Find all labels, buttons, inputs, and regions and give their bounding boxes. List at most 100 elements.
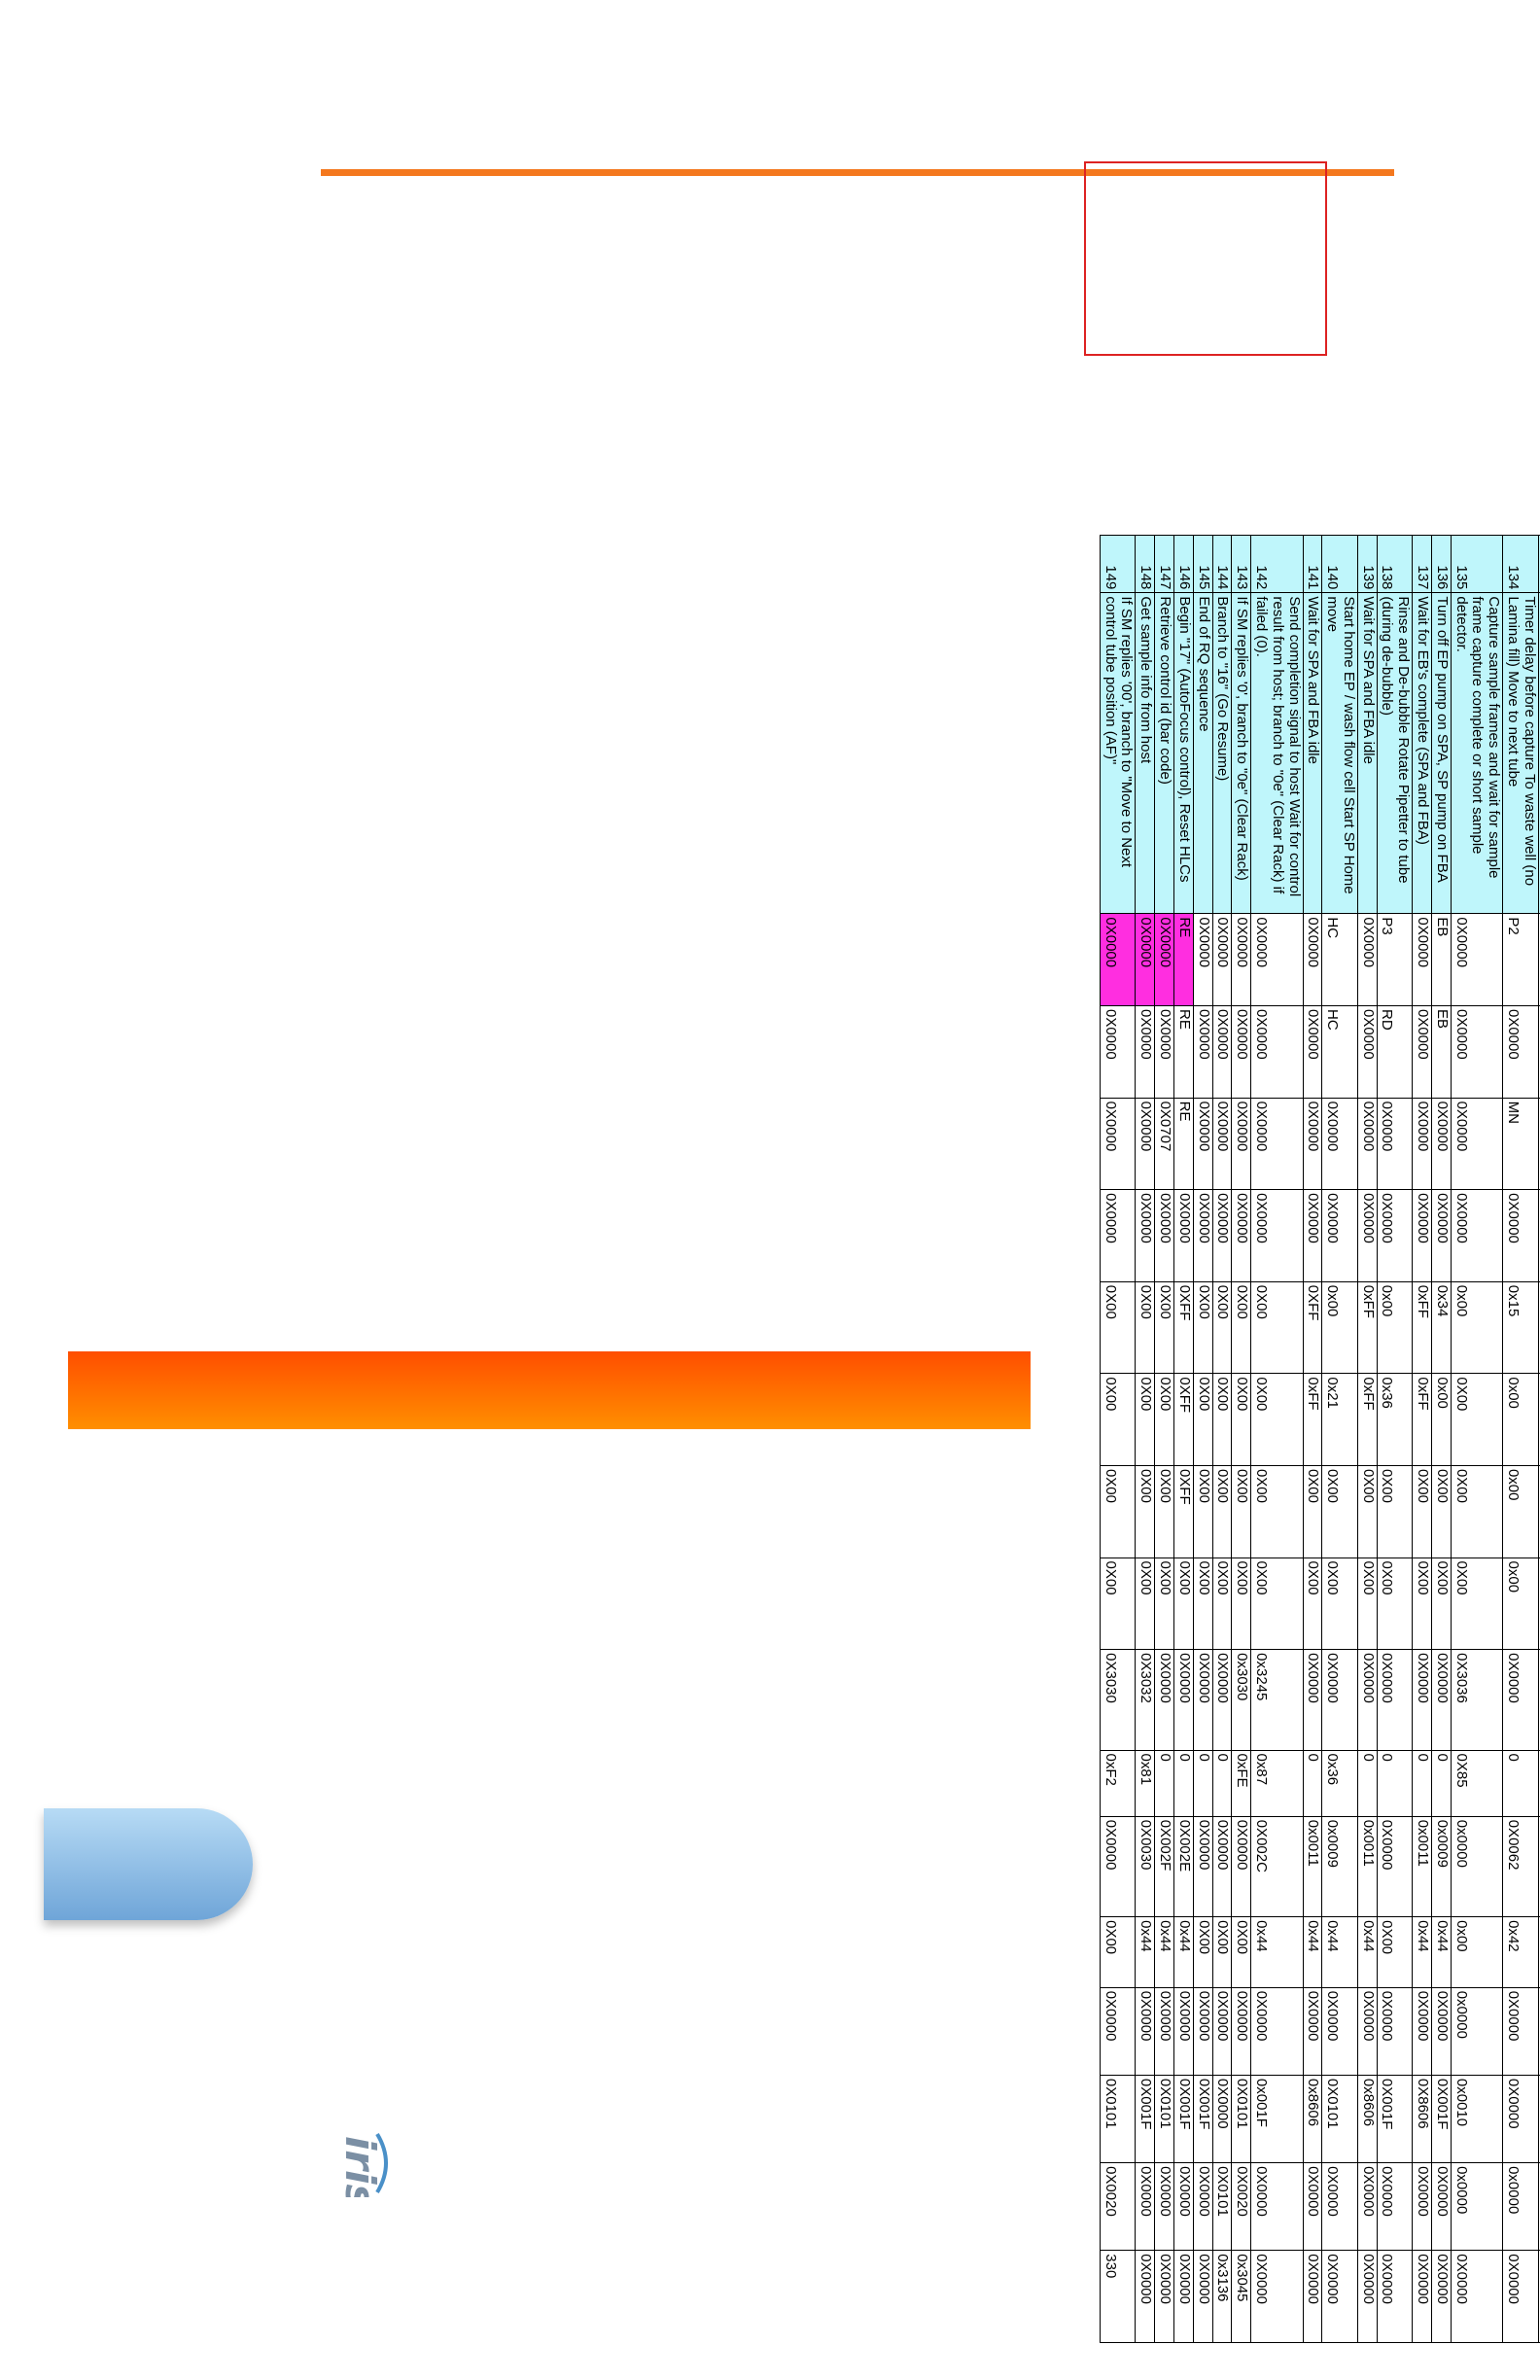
value-cell: 0X00 [1250, 1465, 1304, 1558]
value-cell: 0X00 [1250, 1281, 1304, 1374]
value-cell: 0X001F [1173, 2075, 1194, 2163]
value-cell: 0X00 [1154, 1281, 1174, 1374]
value-cell: 0X0062 [1502, 1816, 1539, 1917]
state-index-cell: 142 [1250, 535, 1304, 593]
value-cell: 0x0000 [1451, 1816, 1503, 1917]
value-cell: 0x00 [1502, 1465, 1539, 1558]
value-cell: 0xFF [1412, 1373, 1432, 1466]
value-cell: 0x00 [1451, 1281, 1503, 1374]
value-cell: 0X0000 [1173, 1649, 1194, 1751]
table-row: 143 If SM replies '0', branch to "0e" (Cl… [1231, 535, 1251, 2343]
state-index-cell: 144 [1212, 535, 1232, 593]
dest-cell: 0X0000 [1431, 2250, 1452, 2343]
value-cell: 0X0000 [1303, 1098, 1322, 1190]
value-cell: 0X0000 [1231, 1189, 1251, 1282]
value-cell: 0 [1193, 1750, 1213, 1817]
value-cell: 0X00 [1100, 1281, 1136, 1374]
value-cell: 0x44 [1173, 1916, 1194, 1988]
value-cell: 0X0000 [1412, 1098, 1432, 1190]
value-cell: 0X00 [1135, 1373, 1155, 1466]
value-cell: 0X00 [1321, 1465, 1358, 1558]
value-cell: 0X00 [1250, 1373, 1304, 1466]
value-cell: 0X0707 [1154, 1098, 1174, 1190]
value-cell: 0X0000 [1431, 2162, 1452, 2251]
value-cell: 0X0000 [1212, 913, 1232, 1006]
value-cell: 0X001F [1193, 2075, 1213, 2163]
value-cell: 0X0000 [1357, 1005, 1378, 1099]
value-cell: 0X0000 [1303, 1987, 1322, 2076]
value-cell: 0X0000 [1451, 913, 1503, 1006]
value-cell: 0X0000 [1193, 1098, 1213, 1190]
value-cell: HC [1321, 1005, 1358, 1099]
value-cell: 0X0000 [1193, 1816, 1213, 1917]
dest-cell: 0X0000 [1321, 2250, 1358, 2343]
value-cell: 0X0101 [1212, 2162, 1232, 2251]
value-cell: 0x36 [1377, 1373, 1413, 1466]
value-cell: 0x8606 [1357, 2075, 1378, 2163]
value-cell: 0X00 [1451, 1373, 1503, 1466]
value-cell: 0X00 [1377, 1558, 1413, 1650]
value-cell: 0 [1502, 1750, 1539, 1817]
value-cell: 0X0000 [1357, 1649, 1378, 1751]
state-description-cell: Capture sample frames and wait for sampl… [1451, 592, 1503, 914]
value-cell: 0X00 [1212, 1558, 1232, 1650]
state-table: State IndexStateSPAcmdFBAcmdSTMcmdOBAcmd… [1100, 535, 1540, 2343]
dest-cell: 0X0000 [1377, 2250, 1413, 2343]
value-cell: 0X0000 [1212, 1098, 1232, 1190]
dest-cell: 0X0000 [1502, 2250, 1539, 2343]
value-cell: 0X3032 [1135, 1649, 1155, 1751]
value-cell: 0X002E [1173, 1816, 1194, 1917]
value-cell: 0X0000 [1321, 1098, 1358, 1190]
value-cell: 0X00 [1303, 1465, 1322, 1558]
value-cell: 0x00 [1502, 1558, 1539, 1650]
value-cell: 0x0000 [1451, 1987, 1503, 2076]
value-cell: 0x00 [1502, 1373, 1539, 1466]
value-cell: 0X0000 [1412, 913, 1432, 1006]
value-cell: 0x44 [1321, 1916, 1358, 1988]
value-cell: 0X0000 [1154, 1649, 1174, 1751]
value-cell: 0X00 [1451, 1465, 1503, 1558]
value-cell: 0X00 [1193, 1281, 1213, 1374]
state-index-cell: 138 [1377, 535, 1413, 593]
value-cell: 0X0000 [1231, 1987, 1251, 2076]
value-cell: 0xF2 [1100, 1750, 1136, 1817]
value-cell: 0x0000 [1502, 2162, 1539, 2251]
value-cell: 0X0000 [1100, 1098, 1136, 1190]
value-cell: 0X00 [1154, 1558, 1174, 1650]
value-cell: 0X00 [1154, 1373, 1174, 1466]
value-cell: 0x81 [1135, 1750, 1155, 1817]
value-cell: 0X0000 [1377, 2162, 1413, 2251]
state-description-cell: Turn off EP pump on SPA, SP pump on FBA [1431, 592, 1452, 914]
value-cell: 0X0000 [1193, 1189, 1213, 1282]
state-index-cell: 136 [1431, 535, 1452, 593]
value-cell: 0X0000 [1231, 1098, 1251, 1190]
value-cell: 0X0000 [1100, 1987, 1136, 2076]
value-cell: 0X00 [1193, 1558, 1213, 1650]
value-cell: 0X0000 [1451, 1005, 1503, 1099]
value-cell: 0X0000 [1100, 1816, 1136, 1917]
value-cell: 0xFF [1357, 1281, 1378, 1374]
value-cell: 0X00 [1231, 1465, 1251, 1558]
value-cell: RD [1377, 1005, 1413, 1099]
value-cell: 0X0000 [1377, 1816, 1413, 1917]
value-cell: 0x44 [1303, 1916, 1322, 1988]
value-cell: 0X0000 [1135, 2162, 1155, 2251]
value-cell: 0X0000 [1154, 913, 1174, 1006]
dest-cell: 0X0000 [1303, 2250, 1322, 2343]
value-cell: 0x44 [1431, 1916, 1452, 1988]
dest-cell: 0X0000 [1135, 2250, 1155, 2343]
value-cell: 0X001F [1431, 2075, 1452, 2163]
state-description-cell: Wait for SPA and FBA idle [1357, 592, 1378, 914]
value-cell: 0X0000 [1431, 1189, 1452, 1282]
value-cell: 0X85 [1451, 1750, 1503, 1817]
value-cell: P2 [1502, 913, 1539, 1006]
table-row: 145 End of RQ sequence 0X0000 0X0000 0X0000 0… [1193, 535, 1213, 2343]
value-cell: 0X001F [1135, 2075, 1155, 2163]
table-row: 147 Retrieve control id (bar code) 0X0000 0… [1154, 535, 1174, 2343]
value-cell: 0X0000 [1412, 2162, 1432, 2251]
state-description-cell: Timer delay before capture To waste well… [1502, 592, 1539, 914]
state-index-cell: 143 [1231, 535, 1251, 593]
value-cell: 0x8606 [1303, 2075, 1322, 2163]
value-cell: RE [1173, 1005, 1194, 1099]
value-cell: 0X00 [1173, 1558, 1194, 1650]
